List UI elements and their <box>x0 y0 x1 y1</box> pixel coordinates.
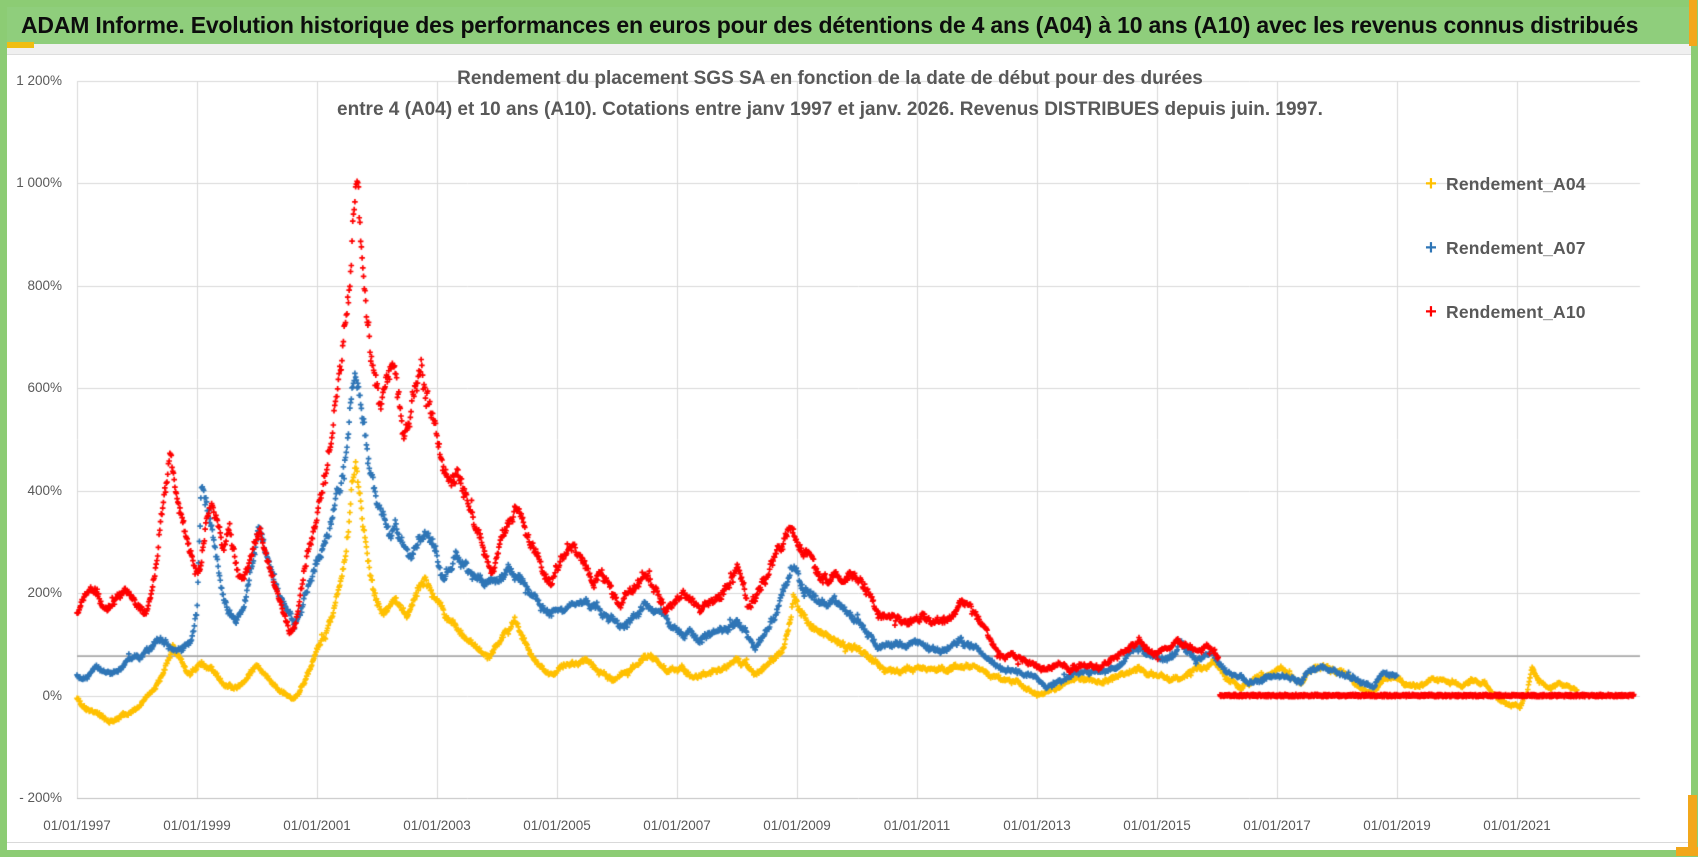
x-axis-tick-label: 01/01/2019 <box>1363 818 1431 833</box>
y-axis-tick-label: 200% <box>27 585 62 601</box>
legend-label: Rendement_A07 <box>1446 237 1586 258</box>
x-axis-tick-label: 01/01/2013 <box>1003 818 1071 833</box>
plus-marker-icon: + <box>1425 236 1437 259</box>
x-axis-tick-label: 01/01/2017 <box>1243 818 1311 833</box>
x-axis-tick-label: 01/01/2011 <box>883 818 951 833</box>
orange-accent-top-right <box>1689 0 1697 46</box>
page-title: ADAM Informe. Evolution historique des p… <box>21 12 1639 38</box>
x-axis-tick-label: 01/01/2001 <box>283 818 351 833</box>
chart-legend: + Rendement_A04 + Rendement_A07 + Rendem… <box>1420 170 1586 362</box>
subheader-strip <box>7 44 1691 55</box>
x-axis-tick-label: 01/01/2021 <box>1483 818 1551 833</box>
plus-marker-icon: + <box>1425 172 1437 195</box>
plus-marker-icon: + <box>1425 300 1437 323</box>
legend-item-rendement-a10[interactable]: + Rendement_A10 <box>1420 298 1586 326</box>
x-axis-tick-label: 01/01/2009 <box>763 818 831 833</box>
chart-title: Rendement du placement SGS SA en fonctio… <box>180 63 1480 125</box>
y-axis-tick-label: 1 200% <box>16 73 62 88</box>
legend-label: Rendement_A04 <box>1446 173 1586 194</box>
legend-item-rendement-a04[interactable]: + Rendement_A04 <box>1420 170 1586 198</box>
header-bar: ADAM Informe. Evolution historique des p… <box>7 7 1691 44</box>
y-axis-tick-label: 0% <box>42 687 62 703</box>
x-axis-tick-label: 01/01/2003 <box>403 818 471 833</box>
gold-accent-dash <box>7 42 34 48</box>
y-axis-tick-label: 1 000% <box>16 175 62 191</box>
x-axis-tick-label: 01/01/1999 <box>163 818 231 833</box>
legend-label: Rendement_A10 <box>1446 301 1586 322</box>
x-axis-tick-label: 01/01/2005 <box>523 818 591 833</box>
legend-item-rendement-a07[interactable]: + Rendement_A07 <box>1420 234 1586 262</box>
y-axis-tick-label: 600% <box>27 380 62 396</box>
y-axis-tick-label: 800% <box>27 277 62 293</box>
x-axis-tick-label: 01/01/2007 <box>643 818 711 833</box>
x-axis-tick-label: 01/01/1997 <box>43 818 111 833</box>
chart-title-line1: Rendement du placement SGS SA en fonctio… <box>457 68 1203 89</box>
y-axis-tick-label: - 200% <box>19 790 62 805</box>
y-axis-tick-label: 400% <box>27 482 62 498</box>
x-axis-tick-label: 01/01/2015 <box>1123 818 1191 833</box>
chart-title-line2: entre 4 (A04) et 10 ans (A10). Cotations… <box>337 99 1323 120</box>
orange-accent-corner-vertical <box>1688 795 1697 852</box>
orange-accent-corner-horizontal <box>1676 847 1698 856</box>
